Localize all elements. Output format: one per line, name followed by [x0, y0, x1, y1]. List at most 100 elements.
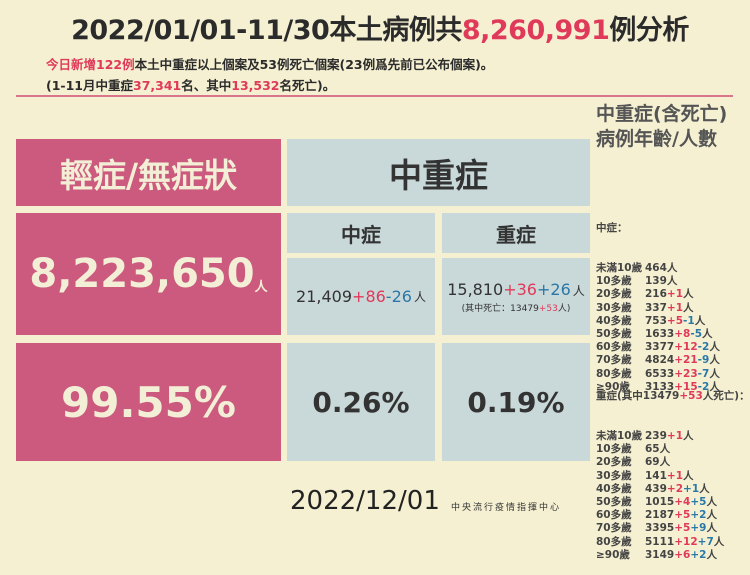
mild-count-cell: 8,223,650 人 [16, 213, 281, 335]
unit: 人 [699, 482, 710, 495]
age-row-age: 未滿10歲 [596, 430, 643, 443]
age-row-p: +1 [666, 288, 684, 301]
age-row-m: -9 [697, 354, 710, 367]
severe-age-list: 重症(其中13479+53人死亡)： 未滿10歲 239+1人 10多歲 65人 20多… [596, 364, 750, 575]
age-row-age: 50多歲 [596, 328, 632, 341]
unit: 人 [709, 367, 720, 380]
age-row-m: -5 [690, 328, 703, 341]
age-row: 40多歲 753+5-1人 [596, 315, 720, 328]
age-row: ≥90歲 3149+6+2人 [596, 549, 750, 562]
age-row-age: 未滿10歲 [596, 262, 643, 275]
new-cases: 今日新增122例 [46, 57, 135, 72]
age-row-base: 4824 [645, 354, 675, 367]
age-row-p: +6 [674, 548, 691, 561]
age-row: 60多歲 3377+12-2人 [596, 341, 720, 354]
organization: 中央流行疫情指揮中心 [451, 503, 562, 513]
age-row-base: 753 [645, 314, 667, 327]
unit: 人 [709, 354, 720, 367]
age-row: 50多歲 1015+4+5人 [596, 496, 750, 509]
severe-death: (其中死亡：13479+53人) [462, 301, 571, 314]
age-row-base: 69 [645, 456, 660, 469]
age-row-age: 20多歲 [596, 456, 632, 469]
unit: 人 [572, 283, 585, 298]
age-row-base: 6533 [645, 367, 675, 380]
age-row-age: 70多歲 [596, 522, 632, 535]
age-row-age: 60多歲 [596, 509, 632, 522]
unit: 人 [709, 341, 720, 354]
v: -26 [385, 287, 412, 306]
age-row-age: 30多歲 [596, 469, 632, 482]
v: +86 [352, 287, 386, 306]
age-row-p: +4 [674, 496, 691, 509]
v: 人死亡)： [702, 390, 750, 403]
t: 名死亡)。 [279, 78, 336, 93]
unit: 人 [706, 548, 717, 561]
age-row-age: 40多歲 [596, 482, 632, 495]
age-row-base: 3377 [645, 341, 675, 354]
divider [16, 95, 733, 97]
age-row-m: +2 [690, 548, 707, 561]
age-row: 未滿10歲 239+1人 [596, 430, 750, 443]
age-row: 60多歲 2187+5+2人 [596, 509, 750, 522]
severe-count-line: 15,810+36+26 人 [447, 280, 585, 299]
age-row-p: +2 [666, 482, 684, 495]
title-total: 8,260,991 [461, 15, 610, 46]
age-row-p: +5 [674, 522, 691, 535]
age-row-base: 216 [645, 288, 667, 301]
unit: 人 [254, 280, 268, 295]
age-row-age: 10多歲 [596, 275, 632, 288]
subtitle-rest: 本土中重症以上個案及53例死亡個案(23例爲先前已公布個案)。 [134, 57, 494, 72]
age-row-base: 3149 [645, 548, 675, 561]
age-row-m: +1 [683, 482, 700, 495]
severe-header: 中重症 [287, 139, 590, 206]
severe-pct: 0.19% [442, 343, 590, 461]
age-row: ≥90歲 3133+15-2人 [596, 381, 720, 394]
subtitle-1: 今日新增122例本土中重症以上個案及53例死亡個案(23例爲先前已公布個案)。 [46, 54, 493, 73]
moderate-list-header: 中症： [596, 222, 628, 235]
age-row-p: +5 [674, 509, 691, 522]
age-row-base: 1015 [645, 496, 675, 509]
age-row-base: 439 [645, 482, 667, 495]
unit: 人 [683, 301, 694, 314]
v: +53 [679, 390, 703, 403]
age-row-age: 20多歲 [596, 288, 632, 301]
age-row-m: +7 [697, 535, 714, 548]
moderate-count: 21,409 +86 -26 人 [287, 258, 435, 335]
page-title: 2022/01/01-11/30本土病例共8,260,991例分析 [20, 8, 740, 47]
age-row-base: 239 [645, 430, 667, 443]
age-row-m: -1 [683, 314, 695, 327]
age-row-base: 2187 [645, 509, 675, 522]
age-row-age: 80多歲 [596, 367, 632, 380]
age-row-p: +12 [674, 535, 698, 548]
v: (其中死亡：13479 [461, 303, 539, 314]
age-row-p: +1 [666, 469, 684, 482]
v: +36 [503, 279, 537, 299]
unit: 人 [702, 328, 713, 341]
unit: 人 [683, 469, 694, 482]
age-row-m: -7 [697, 367, 710, 380]
t: 名、其中 [181, 78, 232, 93]
age-row-base: 139 [645, 275, 667, 288]
age-row-p: +5 [666, 314, 684, 327]
age-row-age: 30多歲 [596, 301, 632, 314]
t: (1-11月中重症 [46, 78, 133, 93]
age-row-m: +5 [690, 496, 707, 509]
unit: 人 [713, 535, 725, 548]
v: 人) [557, 303, 571, 314]
age-row: 40多歲 439+2+1人 [596, 483, 750, 496]
age-row: 80多歲 5111+12+7人 [596, 536, 750, 549]
unit: 人 [666, 275, 678, 288]
age-row-m: +2 [690, 509, 707, 522]
unit: 人 [666, 262, 678, 275]
title-suffix: 例分析 [609, 15, 689, 46]
age-row-base: 5111 [645, 535, 675, 548]
age-row-base: 3395 [645, 522, 675, 535]
mild-count: 8,223,650 [29, 251, 255, 297]
age-row-base: 65 [645, 443, 660, 456]
age-row: 10多歲 139人 [596, 275, 720, 288]
unit: 人 [683, 430, 694, 443]
age-row-p: +12 [674, 341, 698, 354]
moderate-pct: 0.26% [287, 343, 435, 461]
v: 15,810 [447, 279, 504, 299]
age-row: 80多歲 6533+23-7人 [596, 368, 720, 381]
